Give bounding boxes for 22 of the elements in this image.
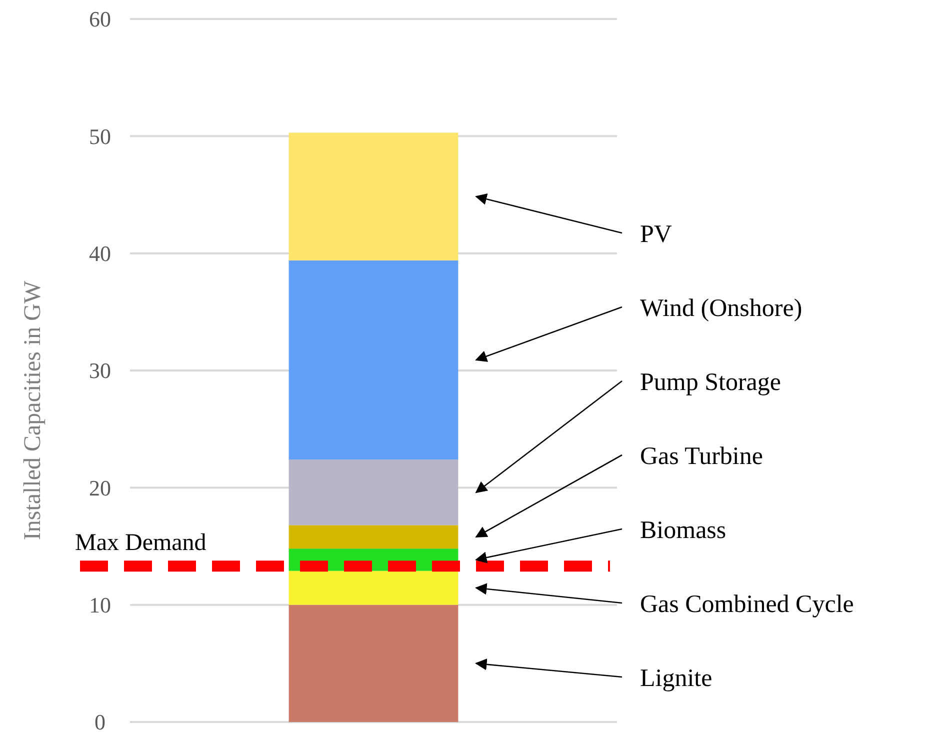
text: Lignite — [640, 664, 712, 692]
text: Pump Storage — [640, 368, 781, 396]
bar — [288, 460, 458, 526]
text: Gas Combined Cycle — [640, 590, 854, 618]
bar — [288, 604, 458, 722]
y-tick-label: 20 — [89, 475, 111, 500]
text: Gas Turbine — [640, 442, 763, 470]
bar — [288, 525, 458, 549]
y-tick-label: 30 — [89, 358, 111, 384]
y-tick-label: 40 — [89, 241, 111, 266]
bar — [288, 570, 458, 605]
y-tick-label: 50 — [89, 124, 111, 149]
text: PV — [640, 220, 672, 248]
bar — [288, 260, 458, 460]
y-tick-label: 60 — [89, 6, 111, 32]
text: Biomass — [640, 516, 726, 544]
text: Wind (Onshore) — [640, 294, 802, 322]
ref-line-label: Max Demand — [75, 530, 206, 556]
y-axis-title: Installed Capacities in GW — [20, 280, 46, 540]
y-tick-label: 10 — [89, 592, 111, 618]
y-tick-label: 0 — [94, 710, 106, 735]
bar — [288, 132, 458, 260]
